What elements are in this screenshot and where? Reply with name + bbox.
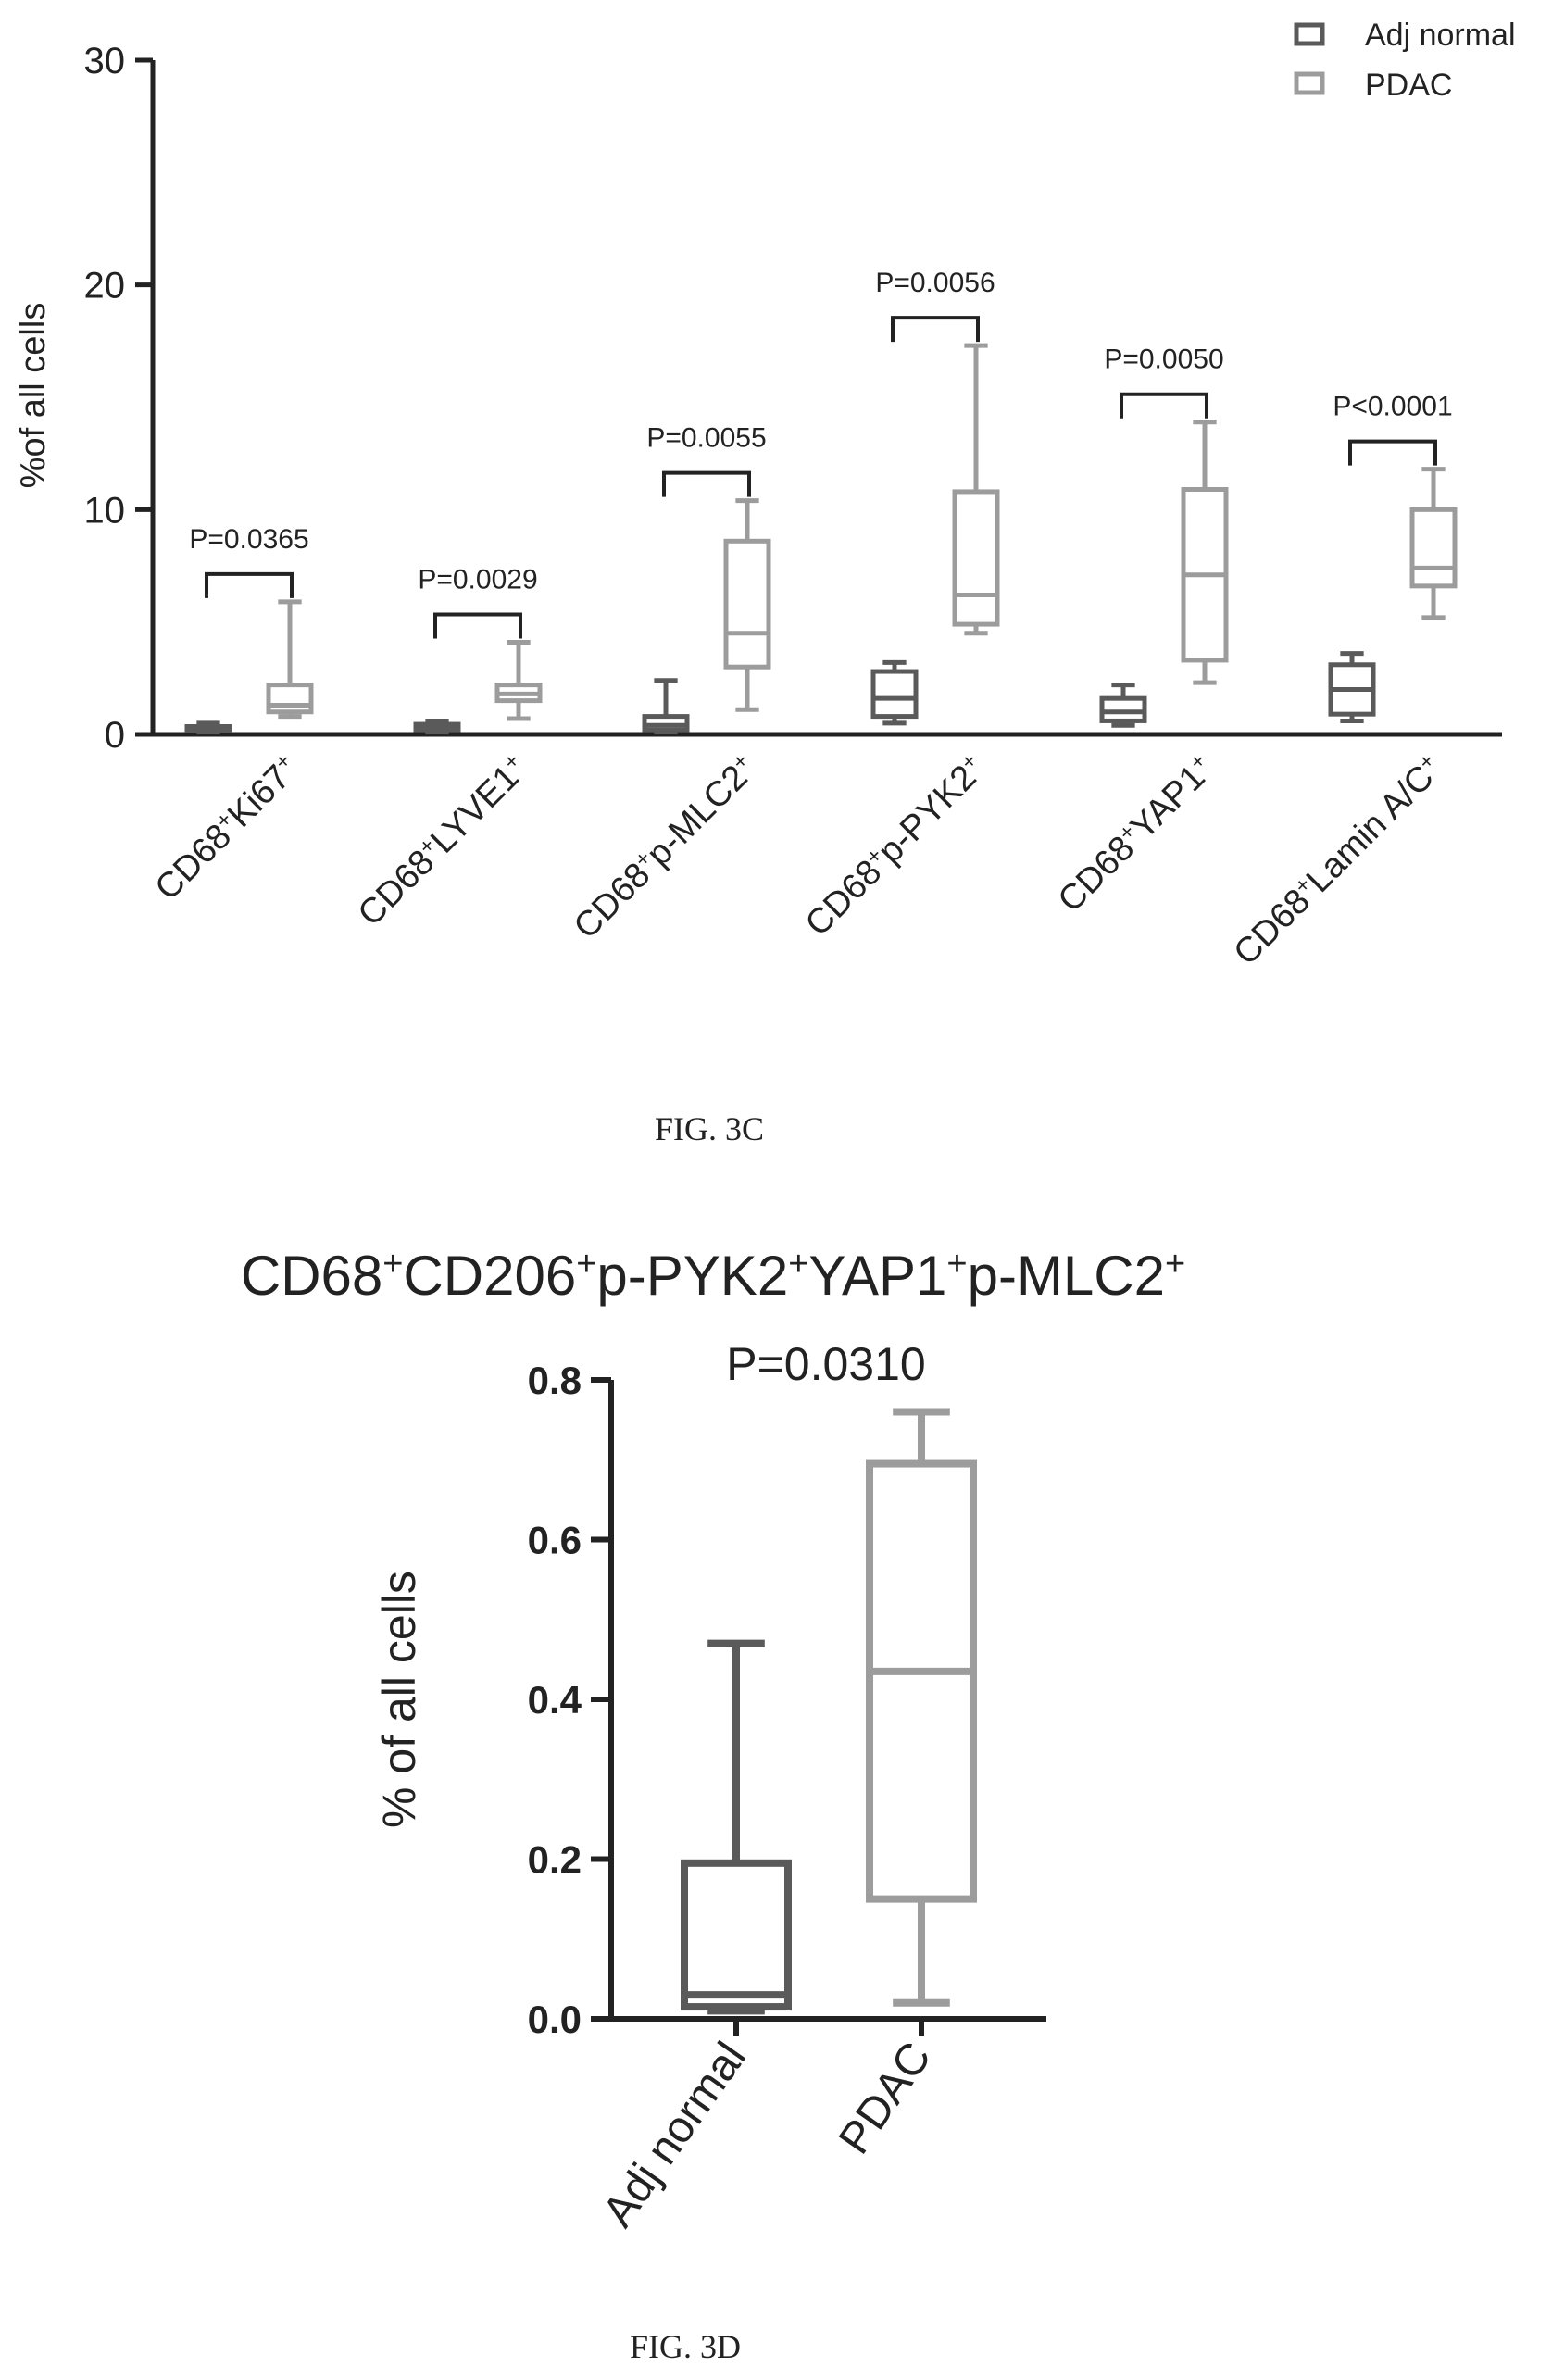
box-pdac-5 xyxy=(1409,467,1458,620)
x-tick-label-3c-0: CD68+Ki67+ xyxy=(147,748,307,908)
title-part: p-MLC2 xyxy=(968,1245,1165,1307)
title-part: YAP1 xyxy=(808,1245,946,1307)
title-superscript: + xyxy=(788,1245,808,1284)
title-superscript: + xyxy=(382,1245,403,1284)
legend-label-pdac: PDAC xyxy=(1365,68,1452,103)
chart-title-3d: CD68+CD206+p-PYK2+YAP1+p-MLC2+ xyxy=(241,1245,1185,1307)
x-tick-label-3c-2: CD68+p-MLC2+ xyxy=(566,748,764,946)
title-part: CD206 xyxy=(403,1245,576,1307)
box-3d-1 xyxy=(866,1408,977,2007)
legend-label-adj-normal: Adj normal xyxy=(1365,18,1516,53)
x-tick-labels-3d: Adj normal PDAC xyxy=(594,2019,941,2236)
caption-fig-3c: FIG. 3C xyxy=(655,1110,764,1147)
y-tick-label-3d: 0.4 xyxy=(528,1678,582,1722)
box-3d-0 xyxy=(681,1639,792,2015)
box-adj-normal-3-iqr xyxy=(870,669,919,720)
pvalue-label-0: P=0.0365 xyxy=(189,524,308,555)
y-tick-label-3c: 30 xyxy=(84,41,126,81)
y-tick-label-3c: 0 xyxy=(105,715,125,756)
y-tick-label-3d: 0.6 xyxy=(528,1519,582,1562)
y-tick-label-3c: 20 xyxy=(84,266,126,307)
title-part: CD68 xyxy=(241,1245,382,1307)
box-adj-normal-0 xyxy=(184,720,232,735)
pvalue-label-5: P<0.0001 xyxy=(1333,392,1452,422)
y-tick-label-3d: 0.2 xyxy=(528,1838,582,1882)
pvalue-bracket-2 xyxy=(662,470,751,497)
legend-swatch-adj-normal xyxy=(1294,22,1325,46)
box-pdac-2 xyxy=(723,498,771,712)
box-pdac-1 xyxy=(494,640,543,721)
box-adj-normal-2 xyxy=(642,678,690,735)
pvalue-brackets-3c: P=0.0365 P=0.0029 P=0.0055 P=0.0056 P=0.0050… xyxy=(189,268,1453,639)
y-axis-label-3d: % of all cells xyxy=(373,1571,425,1828)
y-tick-label-3d: 0.8 xyxy=(528,1359,582,1402)
x-tick-label-3c-4: CD68+YAP1+ xyxy=(1050,748,1221,920)
box-pdac-0 xyxy=(266,599,314,720)
box-adj-normal-4 xyxy=(1099,683,1147,728)
box-pdac-3 xyxy=(952,343,1000,636)
x-tick-label-3d-1: PDAC xyxy=(830,2034,941,2163)
box-adj-normal-3 xyxy=(870,659,919,726)
legend-swatch-pdac xyxy=(1294,71,1325,95)
y-tick-label-3c: 10 xyxy=(84,490,126,531)
box-3d-1-iqr xyxy=(866,1459,977,1903)
boxes-3c xyxy=(184,343,1458,735)
box-pdac-3-iqr xyxy=(952,489,1000,627)
box-3d-0-iqr xyxy=(681,1859,792,2011)
caption-fig-3d: FIG. 3D xyxy=(630,2328,741,2365)
pvalue-label-4: P=0.0050 xyxy=(1104,344,1223,375)
box-pdac-0-iqr xyxy=(266,683,314,715)
legend-3c: Adj normal PDAC xyxy=(1294,18,1516,103)
pvalue-bracket-0 xyxy=(205,571,294,598)
box-pdac-2-iqr xyxy=(723,538,771,670)
pvalue-bracket-3 xyxy=(891,316,980,343)
y-ticks-3c: 0 10 20 30 xyxy=(84,41,153,756)
boxes-3d xyxy=(681,1408,977,2015)
title-superscript: + xyxy=(576,1245,596,1284)
pvalue-label-1: P=0.0029 xyxy=(418,565,537,595)
pvalue-label-2: P=0.0055 xyxy=(646,423,766,454)
x-tick-label-3c-3: CD68+p-PYK2+ xyxy=(797,748,993,944)
x-tick-label-3c-1-part: LYVE1 xyxy=(423,758,526,860)
y-ticks-3d: 0.0 0.2 0.4 0.6 0.8 xyxy=(528,1359,611,2041)
chart-3d: CD68+CD206+p-PYK2+YAP1+p-MLC2+ P=0.0310 … xyxy=(241,1245,1185,2365)
x-tick-labels-3c: CD68+Ki67+ CD68+LYVE1+CD68+p-MLC2+CD68+p-… xyxy=(147,748,1451,973)
box-adj-normal-5 xyxy=(1328,651,1376,723)
box-adj-normal-1 xyxy=(413,718,461,735)
y-axis-label-3c: %of all cells xyxy=(14,303,53,489)
box-pdac-5-iqr xyxy=(1409,507,1458,589)
title-part: p-PYK2 xyxy=(596,1245,788,1307)
pvalue-label-3d: P=0.0310 xyxy=(726,1338,925,1390)
y-tick-label-3d: 0.0 xyxy=(528,1998,582,2041)
x-tick-label-3c-1: CD68+LYVE1+ xyxy=(350,748,535,933)
pvalue-label-3: P=0.0056 xyxy=(875,268,995,298)
title-superscript: + xyxy=(1165,1245,1185,1284)
box-pdac-4 xyxy=(1181,420,1229,685)
pvalue-bracket-4 xyxy=(1120,392,1208,419)
x-tick-label-3c-5: CD68+Lamin A/C+ xyxy=(1226,748,1451,973)
x-tick-label-3d-0: Adj normal xyxy=(594,2034,756,2236)
x-tick-label-3c-3-part: p-PYK2 xyxy=(870,758,983,871)
pvalue-bracket-1 xyxy=(433,612,522,639)
pvalue-bracket-5 xyxy=(1348,439,1437,466)
x-tick-label-3c-5-part: Lamin A/C xyxy=(1299,758,1442,900)
x-tick-label-3c-2-part: p-MLC2 xyxy=(639,758,755,873)
title-superscript: + xyxy=(946,1245,967,1284)
